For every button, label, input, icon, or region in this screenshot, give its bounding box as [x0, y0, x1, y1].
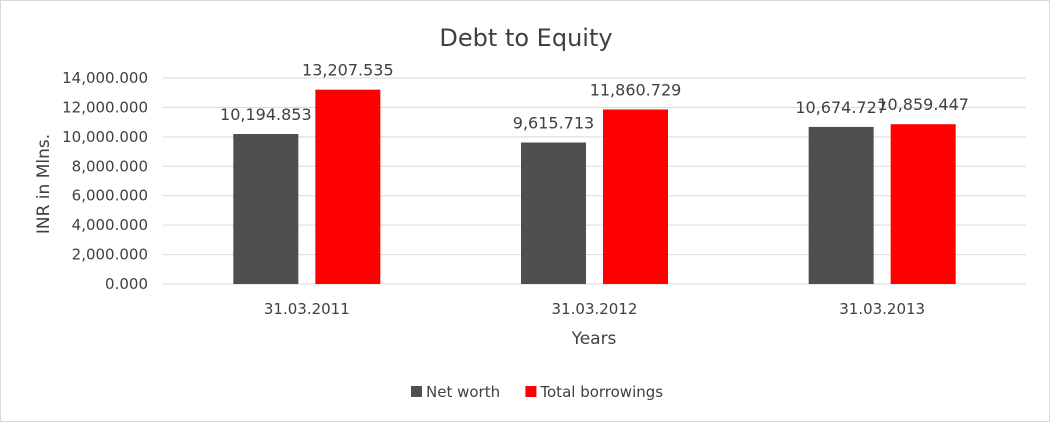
bar-total-borrowings	[315, 89, 381, 284]
data-label: 13,207.535	[302, 61, 394, 80]
y-tick-label: 4,000.000	[72, 216, 148, 234]
y-tick-label: 10,000.000	[62, 128, 148, 146]
legend-label: Net worth	[426, 383, 500, 401]
y-tick-label: 2,000.000	[72, 246, 148, 264]
x-axis-title: Years	[571, 329, 617, 349]
x-tick-label: 31.03.2013	[839, 300, 925, 318]
y-tick-label: 0.000	[105, 275, 148, 293]
data-label: 11,860.729	[590, 80, 682, 99]
bar-total-borrowings	[603, 109, 668, 284]
y-tick-label: 8,000.000	[72, 157, 148, 175]
legend-swatch	[525, 386, 537, 397]
y-tick-label: 6,000.000	[72, 187, 148, 205]
y-axis-ticks: 0.000 2,000.000 4,000.000 6,000.000 8,000.00…	[62, 69, 148, 293]
x-axis-ticks: 31.03.2011 31.03.2012 31.03.2013	[264, 300, 925, 318]
bar-total-borrowings	[890, 124, 956, 284]
legend-label: Total borrowings	[539, 383, 663, 401]
data-labels: 10,194.853 13,207.535 9,615.713 11,860.729 1…	[220, 61, 969, 133]
data-label: 10,674.727	[795, 98, 887, 117]
bar-net-worth	[521, 142, 586, 284]
x-tick-label: 31.03.2011	[264, 300, 350, 318]
data-label: 10,859.447	[877, 95, 969, 114]
chart-title: Debt to Equity	[439, 24, 612, 52]
bar-net-worth	[233, 133, 299, 284]
legend: Net worth Total borrowings	[411, 383, 663, 401]
bars	[233, 89, 956, 284]
x-tick-label: 31.03.2012	[552, 300, 638, 318]
data-label: 10,194.853	[220, 105, 312, 124]
gridlines	[163, 77, 1026, 285]
legend-swatch	[411, 386, 422, 397]
data-label: 9,615.713	[513, 114, 594, 133]
y-tick-label: 12,000.000	[62, 98, 148, 116]
bar-net-worth	[808, 126, 874, 284]
y-axis-title: INR in Mlns.	[34, 134, 54, 234]
y-tick-label: 14,000.000	[62, 69, 148, 87]
